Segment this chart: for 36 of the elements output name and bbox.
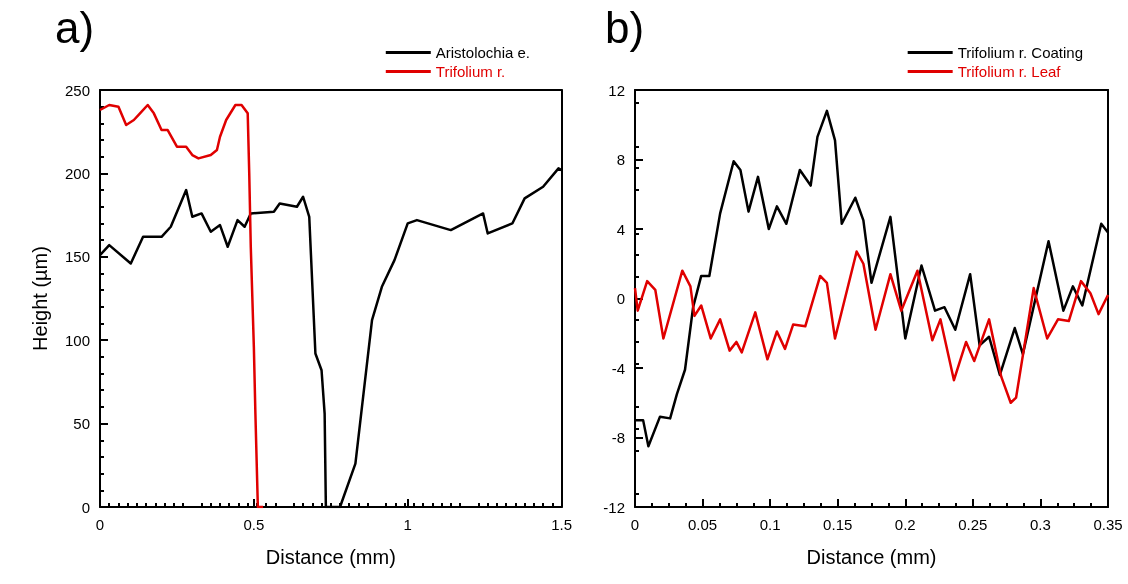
y-tick-label: 50 (73, 415, 90, 433)
legend-label: Trifolium r. Coating (957, 44, 1084, 61)
y-tick-label: 250 (64, 81, 90, 99)
y-tick-label: 0 (616, 290, 625, 307)
x-tick-label: 0.15 (823, 516, 853, 533)
x-tick-label: 0.5 (243, 516, 265, 533)
y-tick-label: 150 (64, 248, 90, 266)
y-tick-label: -8 (611, 429, 625, 446)
y-tick-label: 8 (616, 151, 625, 168)
line-series (633, 250, 1110, 404)
legend-label: Trifolium r. Leaf (957, 63, 1062, 80)
line-series (98, 103, 265, 509)
x-tick-label: 0.35 (1093, 516, 1123, 533)
x-tick-label: 0.25 (958, 516, 988, 533)
y-tick-label: -4 (611, 359, 625, 377)
x-tick-label: 0.2 (894, 516, 916, 533)
x-tick-label: 0.05 (687, 516, 718, 533)
x-axis-title: Distance (mm) (806, 546, 937, 568)
x-axis-title: Distance (mm) (265, 546, 396, 568)
legend-label: Trifolium r. (435, 63, 506, 80)
y-tick-label: 4 (616, 220, 625, 238)
chart-title: b) (605, 2, 645, 52)
y-tick-label: 12 (608, 81, 625, 99)
x-tick-label: 0.3 (1030, 516, 1051, 533)
y-tick-label: 0 (81, 498, 90, 516)
chart-title: a) (55, 2, 95, 52)
y-axis-title: Height (µm) (29, 246, 51, 351)
x-tick-label: 0 (630, 516, 640, 533)
x-tick-label: 0 (95, 516, 105, 533)
legend-label: Aristolochia e. (435, 44, 531, 61)
y-tick-label: 200 (64, 164, 90, 182)
y-tick-label: -12 (603, 498, 625, 516)
x-tick-label: 0.1 (759, 516, 781, 533)
y-tick-label: 100 (64, 331, 90, 349)
x-tick-label: 1 (403, 516, 412, 533)
x-tick-label: 1.5 (551, 516, 572, 533)
